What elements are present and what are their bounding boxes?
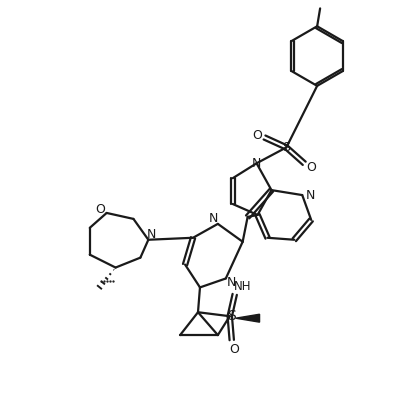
Text: O: O bbox=[253, 129, 263, 142]
Text: N: N bbox=[227, 276, 237, 289]
Text: N: N bbox=[305, 189, 315, 201]
Text: O: O bbox=[306, 161, 316, 174]
Text: N: N bbox=[252, 157, 261, 170]
Polygon shape bbox=[236, 314, 259, 322]
Text: NH: NH bbox=[234, 280, 252, 293]
Text: S: S bbox=[228, 309, 236, 323]
Text: S: S bbox=[282, 141, 290, 154]
Text: O: O bbox=[229, 344, 239, 356]
Text: O: O bbox=[95, 203, 105, 217]
Text: N: N bbox=[209, 212, 219, 225]
Text: N: N bbox=[147, 228, 156, 241]
